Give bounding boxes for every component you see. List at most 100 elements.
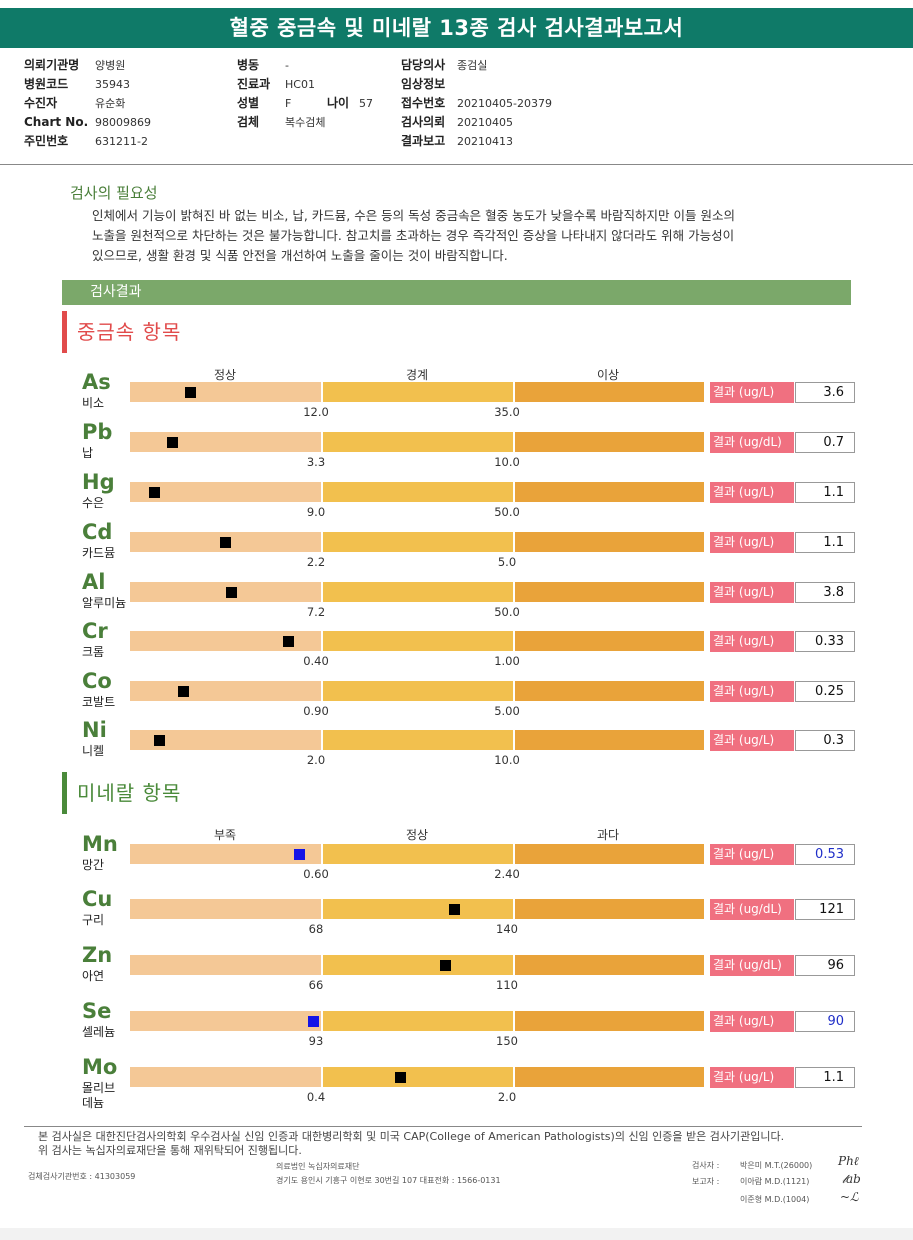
threshold-label-high: 1.00: [494, 654, 520, 668]
result-marker: [440, 960, 451, 971]
threshold-label-low: 12.0: [303, 405, 329, 419]
element-name: 구리: [82, 913, 105, 927]
range-divider: [513, 844, 515, 864]
result-unit-label: 결과 (ug/L): [710, 1067, 794, 1088]
element-name: 니켈: [82, 744, 105, 758]
info-field-value: HC01: [285, 78, 315, 91]
necessity-line: 인체에서 기능이 밝혀진 바 없는 비소, 납, 카드뮴, 수은 등의 독성 중…: [92, 208, 735, 223]
range-divider: [513, 1067, 515, 1087]
result-unit-label: 결과 (ug/dL): [710, 432, 794, 453]
info-field-label: 담당의사: [401, 58, 446, 72]
result-unit-label: 결과 (ug/dL): [710, 955, 794, 976]
element-name: 수은: [82, 496, 105, 510]
info-field-value: 98009869: [95, 116, 151, 129]
result-value: 1.1: [795, 532, 855, 553]
range-segment-과다: [514, 844, 704, 864]
info-field: Chart No. 98009869: [24, 113, 151, 132]
result-value: 0.53: [795, 844, 855, 865]
result-unit-label: 결과 (ug/L): [710, 631, 794, 652]
info-field-label: 진료과: [237, 77, 271, 91]
threshold-label-low: 2.2: [306, 555, 326, 569]
result-marker: [395, 1072, 406, 1083]
heavy-metal-heading: 중금속 항목: [62, 311, 181, 353]
range-segment-경계: [321, 532, 514, 552]
range-segment-정상: [321, 899, 514, 919]
threshold-label-low: 0.90: [303, 704, 329, 718]
info-field-value: 종검실: [457, 59, 488, 72]
examiner-signature-icon: Phℓ: [838, 1154, 859, 1168]
info-field: 의뢰기관명 양병원: [24, 56, 125, 75]
result-value: 3.6: [795, 382, 855, 403]
threshold-label-low: 0.40: [303, 654, 329, 668]
range-segment-정상: [130, 631, 321, 651]
info-field-value: 20210405: [457, 116, 513, 129]
result-value: 121: [795, 899, 855, 920]
result-value: 0.25: [795, 681, 855, 702]
range-divider: [513, 899, 515, 919]
info-field-label: 결과보고: [401, 134, 446, 148]
range-segment-정상: [321, 844, 514, 864]
element-name: 아연: [82, 969, 105, 983]
element-name: 망간: [82, 858, 105, 872]
range-divider: [513, 631, 515, 651]
threshold-label-high: 5.00: [494, 704, 520, 718]
range-segment-부족: [130, 955, 321, 975]
range-bar: [130, 730, 704, 750]
range-segment-정상: [130, 582, 321, 602]
element-name: 비소: [82, 396, 105, 410]
threshold-label-low: 0.60: [303, 867, 329, 881]
examiner-name: 박은미 M.T.(26000): [740, 1161, 813, 1170]
info-field-label: 주민번호: [24, 134, 69, 148]
range-divider: [513, 532, 515, 552]
info-field-label: 접수번호: [401, 96, 446, 110]
range-divider: [321, 582, 323, 602]
range-segment-정상: [130, 730, 321, 750]
result-marker: [149, 487, 160, 498]
range-segment-과다: [514, 899, 704, 919]
threshold-label-high: 35.0: [494, 405, 520, 419]
threshold-label-low: 93: [308, 1034, 324, 1048]
element-symbol: Cd: [82, 520, 113, 544]
range-bar: [130, 681, 704, 701]
range-segment-정상: [130, 382, 321, 402]
element-name: 셀레늄: [82, 1025, 116, 1039]
range-segment-경계: [321, 730, 514, 750]
info-field-label: 수진자: [24, 96, 58, 110]
range-bar: [130, 432, 704, 452]
range-divider: [513, 582, 515, 602]
element-symbol: Zn: [82, 943, 113, 967]
necessity-body: 인체에서 기능이 밝혀진 바 없는 비소, 납, 카드뮴, 수은 등의 독성 중…: [92, 206, 852, 266]
result-value: 1.1: [795, 1067, 855, 1088]
threshold-label-high: 2.0: [497, 1090, 517, 1104]
element-symbol: Hg: [82, 470, 115, 494]
range-segment-경계: [321, 582, 514, 602]
threshold-label-high: 10.0: [494, 455, 520, 469]
info-field-value: F: [285, 97, 292, 110]
element-name: 알루미늄: [82, 596, 127, 610]
range-bar: [130, 955, 704, 975]
result-value: 1.1: [795, 482, 855, 503]
category-label: 정상: [213, 368, 237, 382]
reporter-name-1: 이아람 M.D.(1121): [740, 1177, 810, 1186]
element-name: 코발트: [82, 695, 116, 709]
range-segment-과다: [514, 955, 704, 975]
footer-divider: [24, 1126, 862, 1127]
range-segment-과다: [514, 1011, 704, 1031]
range-divider: [321, 899, 323, 919]
range-divider: [321, 730, 323, 750]
info-field: 주민번호 631211-2: [24, 132, 148, 151]
info-field-value: 복수검체: [285, 116, 326, 129]
element-name: 몰리브 데늄: [82, 1081, 116, 1110]
threshold-label-low: 0.4: [306, 1090, 326, 1104]
range-divider: [513, 681, 515, 701]
range-segment-이상: [514, 730, 704, 750]
element-symbol: Cr: [82, 619, 108, 643]
range-divider: [321, 844, 323, 864]
range-divider: [321, 681, 323, 701]
threshold-label-low: 66: [308, 978, 324, 992]
range-divider: [321, 1067, 323, 1087]
result-unit-label: 결과 (ug/L): [710, 844, 794, 865]
result-marker: [185, 387, 196, 398]
range-segment-부족: [130, 844, 321, 864]
range-bar: [130, 532, 704, 552]
